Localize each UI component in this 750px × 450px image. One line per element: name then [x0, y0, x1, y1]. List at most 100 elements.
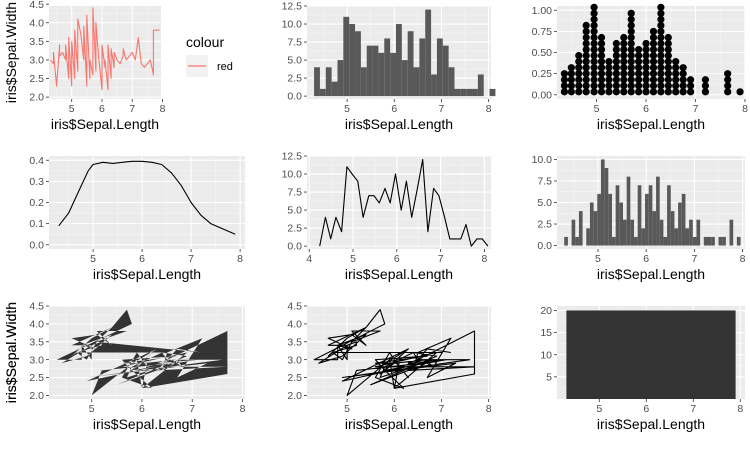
series-line-density [58, 160, 236, 235]
y-tick-label: 12.5 [282, 1, 303, 13]
y-tick-label: 4.5 [29, 0, 44, 11]
dotplot-point [627, 9, 635, 17]
x-axis-title: iris$Sepal.Length [93, 266, 201, 282]
histogram-bar [729, 219, 734, 246]
y-tick-label: 12.5 [282, 151, 303, 163]
dotplot-point [582, 70, 590, 78]
dotplot-point [701, 82, 710, 90]
dotplot-point [686, 88, 695, 96]
histogram-bar [589, 202, 594, 246]
panel-p8 [304, 305, 491, 402]
x-axis-title: iris$Sepal.Length [597, 416, 705, 432]
dotplot-point [597, 33, 606, 42]
histogram-bar [670, 211, 675, 246]
dotplot-point [620, 70, 628, 78]
dotplot-point [560, 82, 569, 90]
dotplot-point [724, 70, 732, 78]
dotplot-point [627, 39, 635, 48]
y-tick-label: 10.0 [282, 169, 303, 181]
dotplot-point [664, 82, 672, 90]
dotplot-point [635, 45, 643, 54]
x-tick-label: 6 [391, 103, 397, 115]
dotplot-point [649, 58, 658, 66]
y-axis-title: iris$Sepal.Width [3, 302, 19, 403]
histogram-bar [597, 193, 601, 246]
y-tick-label: 3.0 [287, 354, 302, 366]
histogram-bar [659, 219, 664, 246]
dotplot-point [582, 82, 590, 90]
dotplot-point [724, 76, 732, 84]
dotplot-point [724, 82, 732, 90]
histogram-bar [407, 31, 414, 97]
dotplot-point [664, 70, 672, 78]
dotplot-point [575, 64, 583, 72]
x-tick-label: 8 [737, 403, 743, 415]
x-tick-label: 8 [740, 253, 746, 265]
histogram-bar [395, 24, 402, 97]
dotplot-point [657, 27, 665, 36]
dotplot-point [597, 70, 606, 78]
histogram-bar [681, 193, 686, 246]
histogram-bar [593, 211, 598, 246]
histogram-bar [419, 38, 426, 97]
panel-background [307, 156, 491, 249]
y-tick-label: 2.5 [287, 223, 302, 235]
y-tick-label: 0.4 [29, 155, 44, 167]
dotplot-point [724, 88, 732, 96]
x-tick-label: 5 [69, 103, 75, 115]
dotplot-point [627, 33, 635, 42]
dotplot-point [612, 58, 620, 66]
rect-fill [566, 310, 736, 399]
y-tick-label: 3.0 [29, 55, 44, 67]
dotplot-point [590, 33, 598, 42]
dotplot-point [620, 82, 628, 90]
x-tick-label: 6 [643, 403, 649, 415]
y-tick-label: 3.0 [29, 354, 44, 366]
y-tick-label: 10.0 [532, 154, 553, 166]
x-tick-label: 5 [344, 403, 350, 415]
dotplot-point [605, 70, 613, 78]
x-axis-title: iris$Sepal.Length [51, 116, 159, 132]
x-tick-label: 7 [690, 403, 696, 415]
dotplot-point [701, 88, 710, 96]
dotplot-point [686, 82, 695, 90]
y-tick-label: 2.0 [29, 390, 44, 402]
x-tick-label: 6 [643, 253, 649, 265]
dotplot-point [620, 88, 628, 96]
y-tick-label: 0.1 [29, 218, 44, 230]
histogram-bar [454, 88, 461, 97]
dotplot-point [612, 51, 620, 60]
histogram-bar [615, 185, 620, 246]
dotplot-point [620, 45, 628, 54]
dotplot-point [664, 51, 672, 60]
x-tick-label: 7 [693, 103, 699, 115]
x-axis-title: iris$Sepal.Length [345, 116, 453, 132]
dotplot-point [560, 76, 569, 84]
dotplot-point [605, 88, 613, 96]
histogram-bar [674, 228, 679, 246]
dotplot-point [672, 82, 680, 90]
x-tick-label: 8 [237, 253, 243, 265]
dotplot-point [575, 88, 583, 96]
y-tick-label: 0.0 [287, 241, 302, 253]
dotplot-point [620, 76, 628, 84]
dotplot-point [590, 39, 598, 48]
dotplot-point [590, 51, 598, 60]
dotplot-point [612, 64, 620, 72]
x-tick-label: 7 [189, 403, 195, 415]
dotplot-point [627, 64, 635, 72]
y-tick-label: 3.5 [29, 336, 44, 348]
histogram-bar [460, 88, 467, 97]
y-tick-label: 5.0 [287, 55, 302, 67]
dotplot-point [597, 45, 606, 54]
x-tick-label: 7 [691, 253, 697, 265]
dotplot-point [679, 76, 687, 84]
x-tick-label: 5 [595, 253, 601, 265]
y-tick-label: 0.00 [532, 89, 553, 101]
dotplot-point [635, 82, 643, 90]
y-tick-label: 4.5 [29, 301, 44, 313]
y-tick-label: 5.0 [287, 205, 302, 217]
series-line-red [50, 7, 160, 91]
